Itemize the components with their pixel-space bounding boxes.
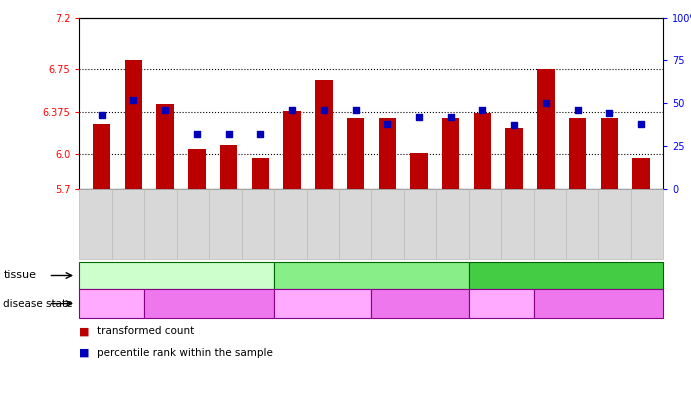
Point (509, 122, 520, 129)
Bar (315, 80, 332, 189)
Point (255, 131, 266, 137)
Point (96, 112, 107, 118)
Text: control: control (97, 299, 126, 308)
Point (445, 114, 456, 120)
Point (160, 107, 171, 113)
Bar (220, 145, 237, 189)
Bar (93, 124, 111, 189)
Bar (474, 114, 491, 189)
Text: muscle: muscle (546, 270, 586, 281)
Bar (569, 118, 587, 189)
Point (604, 110, 615, 117)
Bar (283, 111, 301, 189)
Point (350, 107, 361, 113)
Text: pancreatic cancer-ind
uced cachexia: pancreatic cancer-ind uced cachexia (552, 294, 645, 313)
Bar (252, 158, 269, 189)
Point (319, 107, 330, 113)
Point (413, 114, 424, 120)
Text: control: control (486, 299, 516, 308)
Text: control: control (308, 299, 338, 308)
Text: ■: ■ (79, 326, 90, 336)
Text: pancreatic cancer-ind
uced cachexia: pancreatic cancer-ind uced cachexia (373, 294, 466, 313)
Text: pancreatic cancer-ind
uced cachexia: pancreatic cancer-ind uced cachexia (162, 294, 256, 313)
Point (128, 97, 139, 103)
Text: percentile rank within the sample: percentile rank within the sample (97, 348, 273, 358)
Bar (124, 60, 142, 189)
Point (540, 100, 551, 106)
Text: tissue: tissue (3, 270, 37, 281)
Bar (156, 104, 174, 189)
Bar (537, 69, 555, 189)
Text: disease state: disease state (3, 299, 73, 309)
Point (191, 131, 202, 137)
Bar (506, 128, 523, 189)
Bar (347, 118, 364, 189)
Point (477, 107, 488, 113)
Bar (410, 153, 428, 189)
Text: white adipose: white adipose (138, 270, 216, 281)
Bar (632, 158, 650, 189)
Bar (600, 118, 618, 189)
Point (287, 107, 298, 113)
Text: transformed count: transformed count (97, 326, 194, 336)
Point (381, 121, 392, 127)
Bar (379, 118, 396, 189)
Point (572, 107, 583, 113)
Bar (442, 118, 460, 189)
Bar (188, 149, 206, 189)
Point (223, 131, 234, 137)
Text: ■: ■ (79, 348, 90, 358)
Point (636, 121, 647, 127)
Text: liver: liver (359, 270, 384, 281)
